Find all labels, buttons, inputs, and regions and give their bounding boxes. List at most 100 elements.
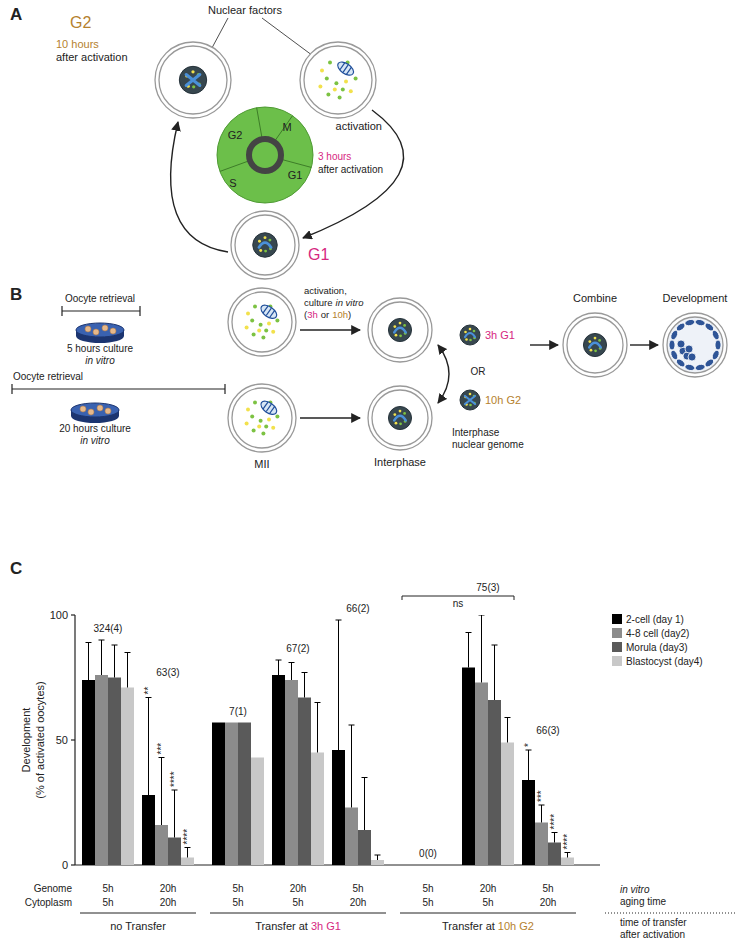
arrow [171, 122, 228, 252]
x-tick-label: 5h [232, 883, 243, 894]
spindle-body [259, 399, 279, 418]
label: 5 hours culture [67, 343, 134, 354]
y-tick [71, 614, 75, 615]
nuclear-factor [264, 250, 267, 253]
label: in vitro [85, 355, 115, 366]
cell-cycle: G2MSG1 [217, 107, 313, 203]
nucleus-body [460, 325, 480, 345]
nuclear-factor [275, 415, 279, 419]
nucleus-body [388, 406, 411, 429]
spindle-chromosome [346, 67, 351, 74]
nuclear-factor [320, 68, 324, 72]
spindle-chromosome [263, 306, 268, 313]
zona-inner [567, 317, 623, 373]
zona-outer [368, 386, 432, 450]
nucleus-body [583, 333, 606, 356]
culture-dish [76, 323, 124, 343]
x-tick-label: 5h [232, 897, 243, 908]
nuclear-factor [594, 337, 597, 340]
label-part: no Transfer [110, 920, 166, 932]
n-label: 67(2) [286, 643, 309, 654]
bar [108, 678, 121, 866]
x-tick-label: 5h [422, 883, 433, 894]
label-part: 10h [332, 309, 348, 320]
trophectoderm-cell [684, 363, 695, 371]
significance: **** [182, 829, 193, 845]
nuclear-factor [268, 239, 271, 242]
dish-oocyte [88, 409, 94, 415]
cycle-ring [249, 139, 281, 171]
significance: **** [562, 834, 573, 850]
time-label: 3 hours [318, 151, 351, 162]
bracket [402, 596, 514, 597]
error-bar [88, 643, 89, 681]
zona-inner [372, 302, 428, 358]
zona-inner [667, 317, 723, 373]
significance: *** [536, 790, 547, 802]
spindle-chromosome [266, 308, 271, 315]
label: Development [663, 292, 728, 304]
nuclear-factor [590, 349, 593, 352]
error-cap [552, 832, 558, 833]
annotation: activation [336, 120, 382, 132]
nuclear-factor [399, 422, 402, 425]
label: Interphase [452, 427, 500, 438]
label-part: 3h G1 [311, 920, 341, 932]
error-bar [187, 848, 188, 858]
x-tick-label: 5h [102, 897, 113, 908]
label: activation, [304, 285, 347, 296]
error-cap [505, 717, 511, 718]
dish-oocyte [85, 326, 91, 332]
y-axis-label: Development [20, 708, 32, 773]
panel-letter: A [10, 5, 22, 24]
error-bar [174, 790, 175, 838]
nucleus-body [253, 233, 277, 257]
y-tick-label: 100 [50, 609, 68, 621]
significance: **** [549, 814, 560, 830]
zona-inner [372, 390, 428, 446]
error-cap [289, 662, 295, 663]
n-label: 324(4) [94, 623, 123, 634]
error-bar [161, 758, 162, 826]
nuclear-factor [465, 338, 468, 341]
nuclear-factor [246, 312, 250, 316]
bar [402, 865, 415, 866]
bar [535, 823, 548, 866]
nuclear-factor [598, 339, 601, 342]
bar [371, 860, 384, 865]
error-bar [278, 660, 279, 675]
y-tick-label: 0 [62, 859, 68, 871]
label-part: Transfer at [255, 920, 308, 932]
n-label: 66(3) [536, 725, 559, 736]
label-part: ) [348, 309, 351, 320]
nuclear-factor [246, 408, 250, 412]
label-part: 3h [307, 309, 318, 320]
error-cap [479, 615, 485, 616]
x-tick-label: 5h [352, 883, 363, 894]
y-tick [71, 739, 75, 740]
nucleus-body [460, 390, 480, 410]
error-cap [125, 652, 131, 653]
arrow [300, 329, 360, 330]
nuclear-factor [271, 426, 275, 430]
bar [272, 675, 285, 865]
zona-outer [368, 298, 432, 362]
nuclear-factor [325, 76, 329, 80]
annotation: Nuclear factors [208, 4, 282, 16]
label: OR [471, 366, 486, 377]
spindle-chromosome [269, 310, 274, 317]
nuclear-factor [258, 240, 261, 243]
bar [121, 688, 134, 866]
nuclear-factor [338, 96, 342, 100]
bracket-label: ns [453, 598, 464, 609]
nuclear-factor [403, 324, 406, 327]
nuclear-factor [245, 326, 249, 330]
bar [561, 858, 574, 866]
bar [82, 680, 95, 865]
nuclear-factor [318, 84, 322, 88]
spindle-chromosome [266, 404, 271, 411]
error-bar [377, 855, 378, 860]
chromatin [465, 396, 475, 404]
label-part: Transfer at [442, 920, 495, 932]
nuclear-factor [399, 410, 402, 413]
